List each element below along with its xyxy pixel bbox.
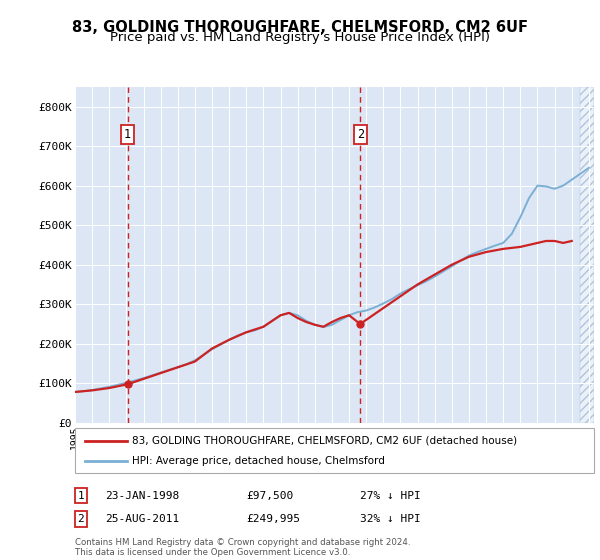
Text: 23-JAN-1998: 23-JAN-1998	[105, 491, 179, 501]
Text: 1: 1	[124, 128, 131, 141]
Text: 1: 1	[77, 491, 85, 501]
Text: HPI: Average price, detached house, Chelmsford: HPI: Average price, detached house, Chel…	[132, 456, 385, 466]
Text: Contains HM Land Registry data © Crown copyright and database right 2024.
This d: Contains HM Land Registry data © Crown c…	[75, 538, 410, 557]
Text: 32% ↓ HPI: 32% ↓ HPI	[360, 514, 421, 524]
Text: 2: 2	[77, 514, 85, 524]
Text: 25-AUG-2011: 25-AUG-2011	[105, 514, 179, 524]
Text: Price paid vs. HM Land Registry's House Price Index (HPI): Price paid vs. HM Land Registry's House …	[110, 31, 490, 44]
FancyBboxPatch shape	[75, 428, 594, 473]
Text: £249,995: £249,995	[246, 514, 300, 524]
Text: 83, GOLDING THOROUGHFARE, CHELMSFORD, CM2 6UF: 83, GOLDING THOROUGHFARE, CHELMSFORD, CM…	[72, 20, 528, 35]
Text: £97,500: £97,500	[246, 491, 293, 501]
Text: 83, GOLDING THOROUGHFARE, CHELMSFORD, CM2 6UF (detached house): 83, GOLDING THOROUGHFARE, CHELMSFORD, CM…	[132, 436, 517, 446]
Text: 2: 2	[356, 128, 364, 141]
Text: 27% ↓ HPI: 27% ↓ HPI	[360, 491, 421, 501]
